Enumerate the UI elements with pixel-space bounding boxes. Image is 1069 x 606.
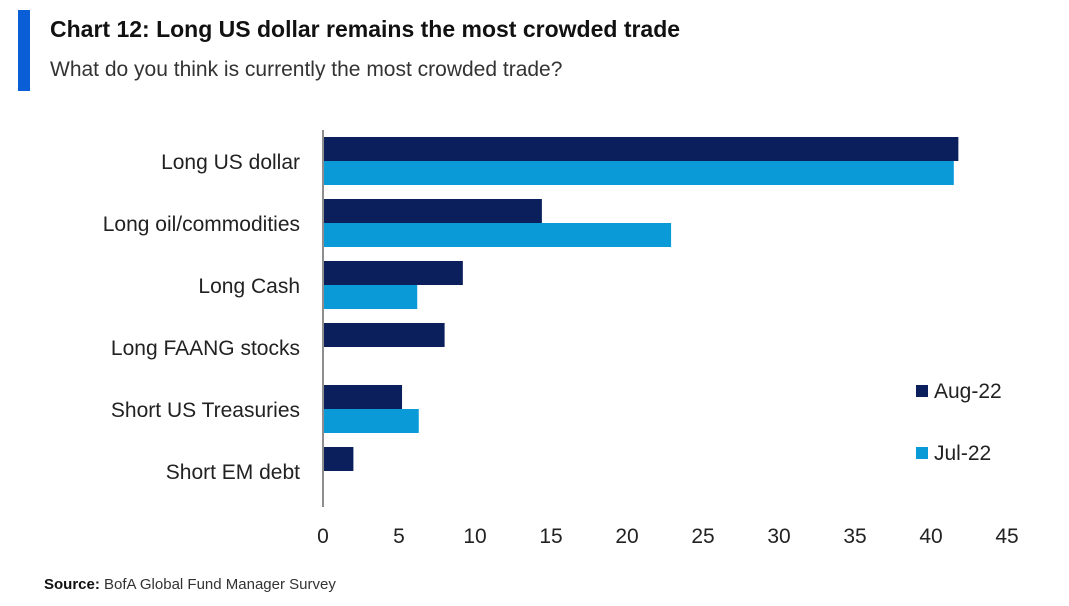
bar-aug-22-long-us-dollar bbox=[324, 137, 959, 161]
legend-label-jul-22: Jul-22 bbox=[934, 442, 991, 465]
x-tick-label-35: 35 bbox=[843, 525, 866, 548]
bar-aug-22-long-cash bbox=[324, 261, 463, 285]
bar-jul-22-long-cash bbox=[324, 285, 418, 309]
x-tick-label-40: 40 bbox=[919, 525, 942, 548]
category-label-short-us-treasuries: Short US Treasuries bbox=[111, 399, 300, 422]
title-accent-bar bbox=[18, 10, 30, 91]
source-label: Source: bbox=[44, 576, 100, 593]
category-label-long-cash: Long Cash bbox=[198, 275, 300, 298]
category-label-long-us-dollar: Long US dollar bbox=[161, 151, 300, 174]
bar-jul-22-short-us-treasuries bbox=[324, 409, 419, 433]
source-note: Source: BofA Global Fund Manager Survey bbox=[44, 576, 336, 593]
bar-aug-22-long-faang-stocks bbox=[324, 323, 445, 347]
bar-aug-22-short-em-debt bbox=[324, 447, 354, 471]
source-text: BofA Global Fund Manager Survey bbox=[104, 576, 336, 593]
x-tick-label-15: 15 bbox=[539, 525, 562, 548]
x-tick-label-25: 25 bbox=[691, 525, 714, 548]
legend-swatch-aug-22 bbox=[916, 385, 928, 397]
bar-jul-22-long-oil-commodities bbox=[324, 223, 672, 247]
bar-jul-22-long-us-dollar bbox=[324, 161, 954, 185]
category-label-long-oil-commodities: Long oil/commodities bbox=[103, 213, 300, 236]
chart-subtitle: What do you think is currently the most … bbox=[50, 58, 563, 81]
category-label-short-em-debt: Short EM debt bbox=[166, 461, 300, 484]
legend-label-aug-22: Aug-22 bbox=[934, 380, 1002, 403]
x-tick-label-20: 20 bbox=[615, 525, 638, 548]
bar-aug-22-short-us-treasuries bbox=[324, 385, 403, 409]
bar-aug-22-long-oil-commodities bbox=[324, 199, 542, 223]
chart-title: Chart 12: Long US dollar remains the mos… bbox=[50, 16, 681, 42]
x-tick-label-45: 45 bbox=[995, 525, 1018, 548]
x-tick-label-10: 10 bbox=[463, 525, 486, 548]
x-tick-label-30: 30 bbox=[767, 525, 790, 548]
x-tick-label-0: 0 bbox=[317, 525, 329, 548]
x-tick-label-5: 5 bbox=[393, 525, 405, 548]
category-label-long-faang-stocks: Long FAANG stocks bbox=[111, 337, 300, 360]
legend-swatch-jul-22 bbox=[916, 447, 928, 459]
